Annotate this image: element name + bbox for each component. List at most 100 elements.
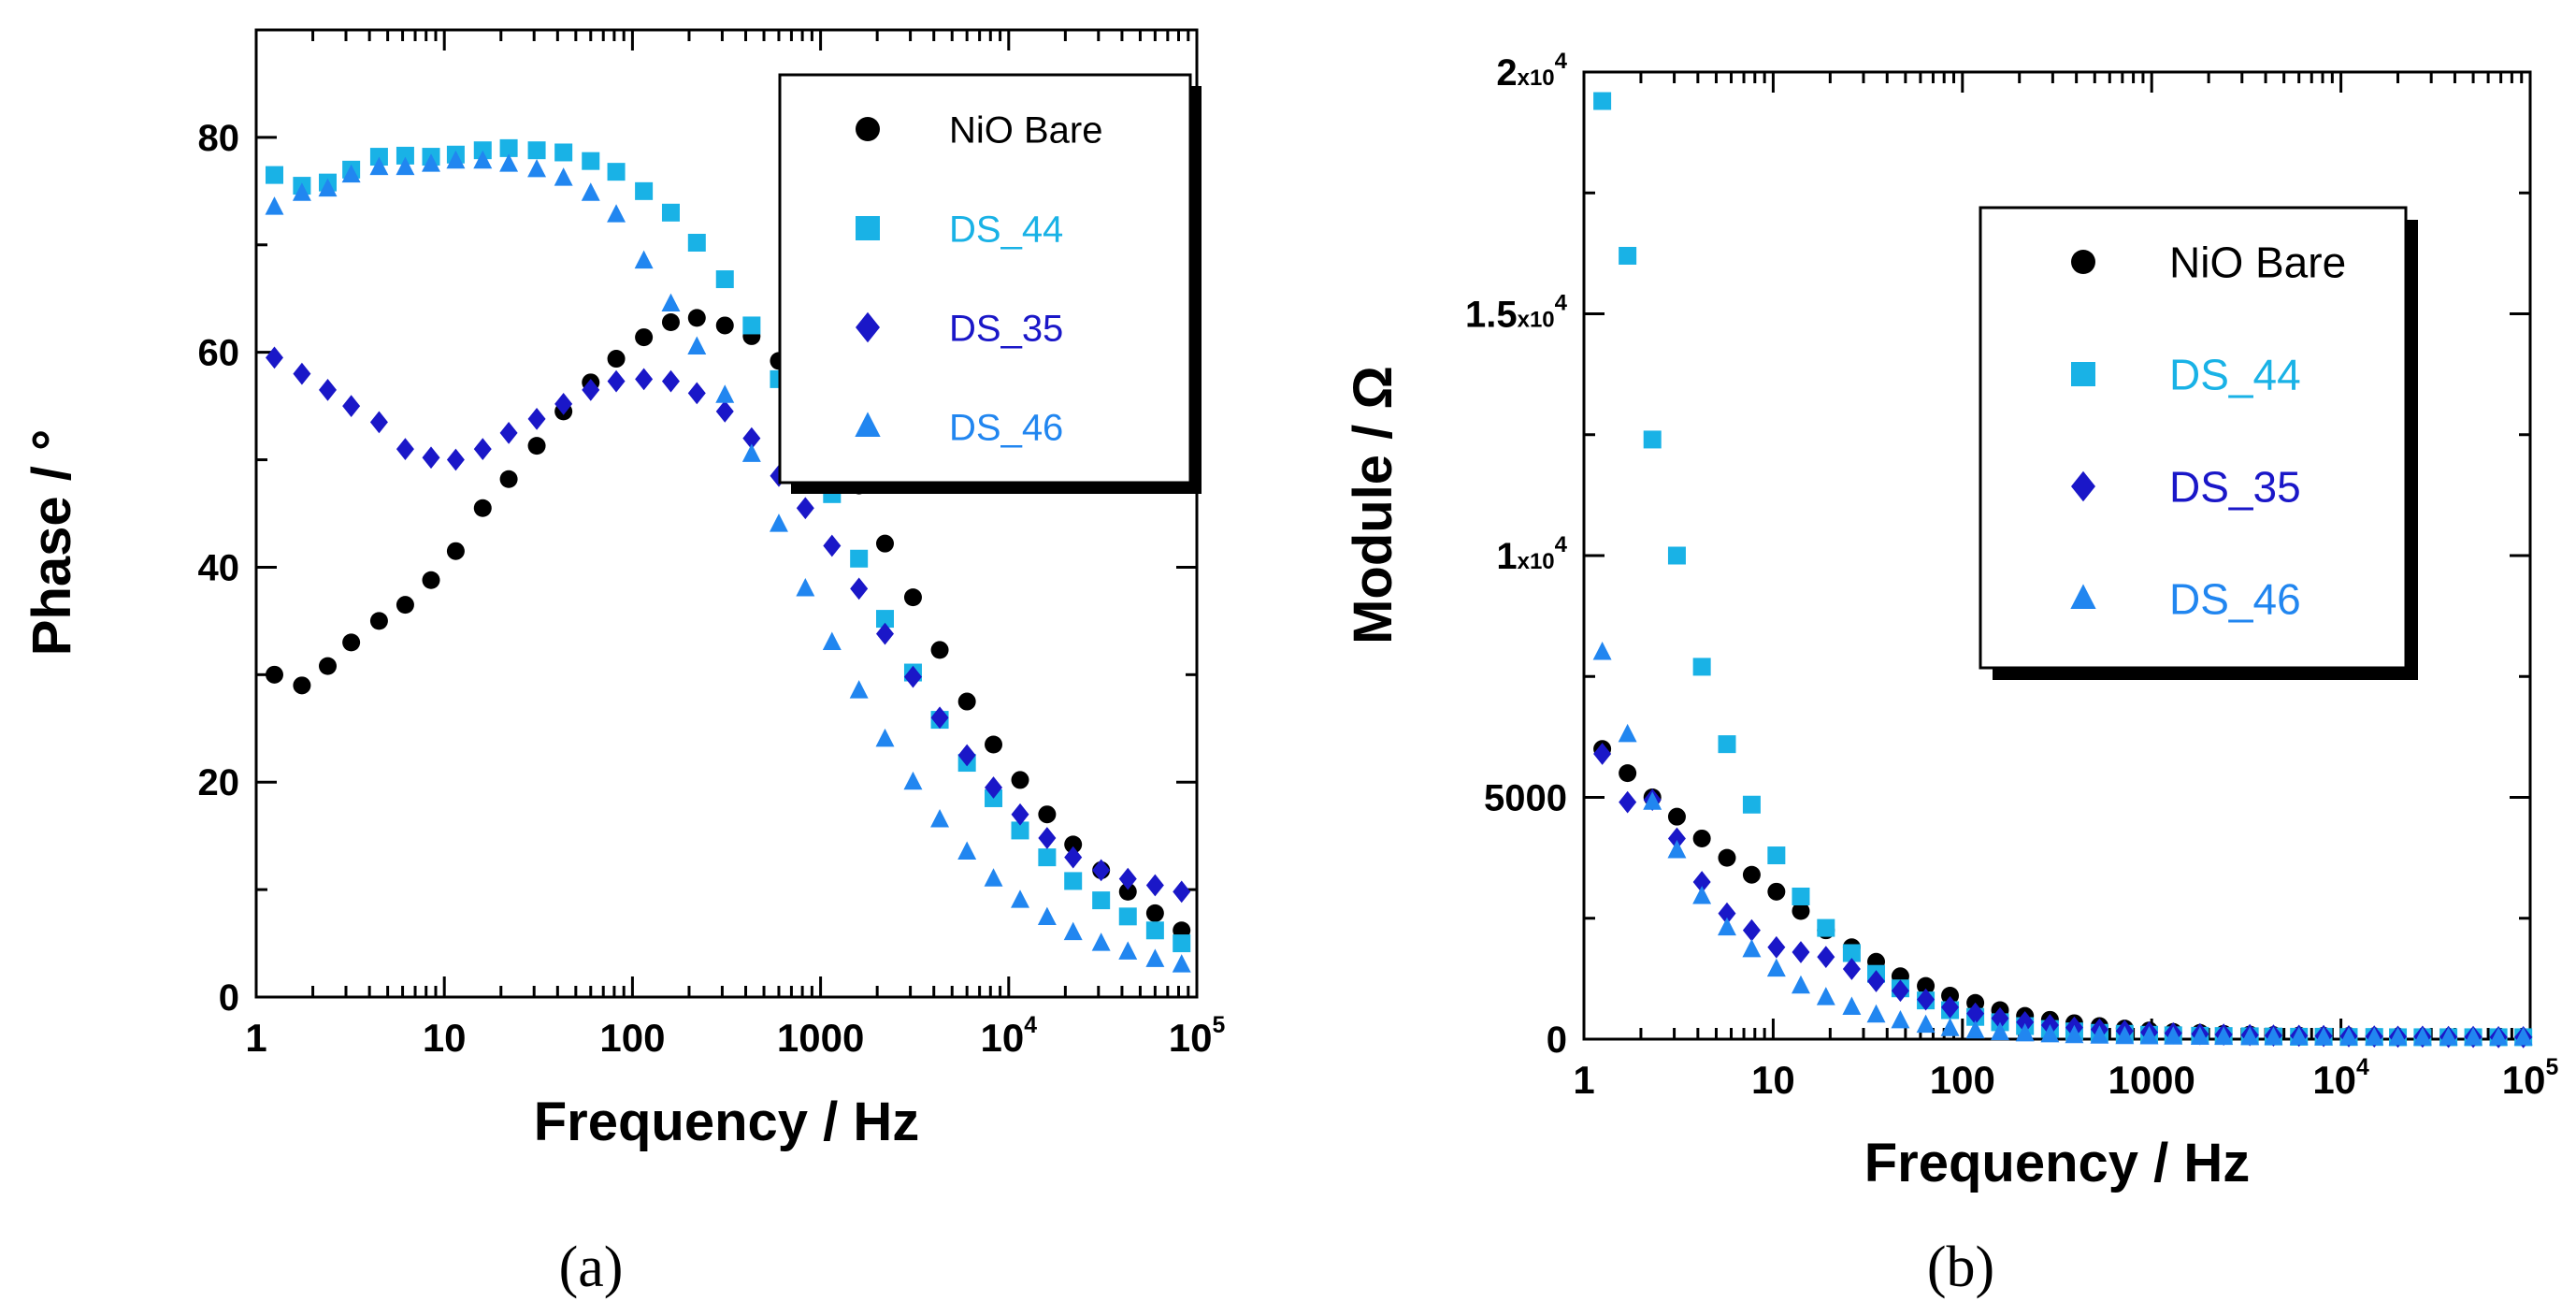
data-point-triangle [1766,958,1786,977]
data-point-triangle [341,164,361,183]
data-point-triangle [2139,1026,2159,1045]
data-point-triangle [1718,917,1736,936]
data-point-triangle [2015,1022,2035,1042]
data-point-square [1842,944,1861,962]
data-point-triangle [2412,1027,2432,1046]
data-point-triangle [1145,948,1165,967]
data-point-triangle [822,631,842,650]
data-point-diamond [1692,871,1711,893]
data-point-circle [369,612,388,630]
data-point-circle [1038,805,1057,824]
data-point-circle [1145,904,1164,922]
data-point-diamond [1064,846,1083,869]
data-point-triangle [687,336,707,354]
y-tick-label: 40 [198,547,240,588]
data-point-triangle [1692,886,1712,904]
chart-b-panel-label: (b) [1927,1236,1994,1299]
data-point-triangle [1792,975,1810,994]
x-tick-label: 100 [599,1016,665,1060]
data-point-circle [1667,807,1686,826]
data-point-triangle [581,182,600,201]
chart-b-x-axis-title: Frequency / Hz [1864,1133,2251,1193]
chart-a-legend-box [778,73,1192,484]
data-point-diamond [930,706,949,730]
x-tick-label: 1000 [2108,1058,2195,1102]
data-point-diamond [903,665,922,688]
data-point-diamond [265,346,283,369]
x-tick-label: 1 [1573,1058,1594,1102]
series-nio-bare [1593,740,2533,1047]
chart-a: 0 20 40 60 80 1 10 100 1000 104 105 Frequency / H… [22,28,1226,1299]
data-point-diamond [742,427,761,450]
data-point-circle [318,657,337,675]
y-tick-label: 0 [1547,1020,1567,1061]
data-point-triangle [1667,839,1687,859]
chart-a-legend: NiO Bare DS_44 DS_35 DS_46 [778,73,1202,494]
data-point-triangle [1816,987,1835,1005]
data-point-triangle [2190,1026,2209,1046]
data-point-square [1767,846,1786,865]
data-point-triangle [2464,1027,2483,1046]
data-point-triangle [984,868,1003,887]
chart-a-x-axis-title: Frequency / Hz [534,1092,920,1152]
data-point-diamond [875,622,894,645]
series-ds_35 [265,346,1191,904]
data-point-diamond [1842,958,1861,980]
data-point-triangle [396,156,415,176]
data-point-square [607,163,626,181]
data-point-triangle [2289,1026,2309,1046]
data-point-triangle [849,680,869,699]
data-point-circle [875,534,894,553]
data-point-diamond [1619,790,1637,814]
data-point-triangle [446,150,466,169]
data-point-triangle [473,150,493,169]
data-point-diamond [1667,827,1686,850]
chart-b-legend-box [1979,206,2408,670]
data-point-square [582,152,600,170]
data-point-square [265,166,283,184]
data-point-diamond [635,368,654,391]
chart-a-plot-frame [254,28,1199,999]
legend-marker-circle [2071,250,2095,274]
data-point-triangle [1842,996,1862,1015]
y-tick-label: 2x104 [1496,49,1567,94]
data-point-circle [957,692,976,711]
data-point-diamond [396,438,414,460]
data-point-diamond [1718,902,1736,925]
data-point-triangle [1592,642,1612,660]
data-point-circle [635,328,654,347]
data-point-circle [396,596,414,615]
data-point-triangle [1172,954,1191,973]
x-tick-label: 10 [423,1016,467,1060]
chart-b-legend-items: NiO Bare DS_44 DS_35 DS_46 [2070,239,2346,624]
data-point-diamond [1118,867,1137,890]
data-point-diamond [527,408,546,430]
legend-label: DS_46 [949,407,1063,448]
data-point-diamond [473,438,492,460]
series-ds_46 [265,150,1191,973]
legend-marker-triangle [855,412,881,438]
series-ds_35 [1593,743,2533,1048]
data-point-triangle [318,178,338,197]
data-point-square [635,181,654,200]
data-point-circle [265,665,283,684]
legend-label: DS_35 [949,308,1063,349]
data-point-triangle [903,771,923,790]
data-point-triangle [1063,921,1083,941]
data-point-square [1817,918,1835,937]
x-tick-label: 105 [1169,1013,1226,1060]
chart-a-y-axis-title: Phase / ° [22,429,82,656]
chart-a-legend-items: NiO Bare DS_44 DS_35 DS_46 [855,109,1103,448]
data-point-circle [1941,986,1960,1005]
data-point-diamond [369,411,388,434]
data-point-circle [903,588,922,607]
data-point-diamond [1991,1006,2009,1030]
legend-marker-square [2071,362,2095,386]
data-point-triangle [1742,938,1762,958]
data-point-triangle [741,443,761,462]
data-point-square [554,143,573,162]
x-tick-label: 10 [1751,1058,1795,1102]
data-point-square [1692,658,1711,676]
